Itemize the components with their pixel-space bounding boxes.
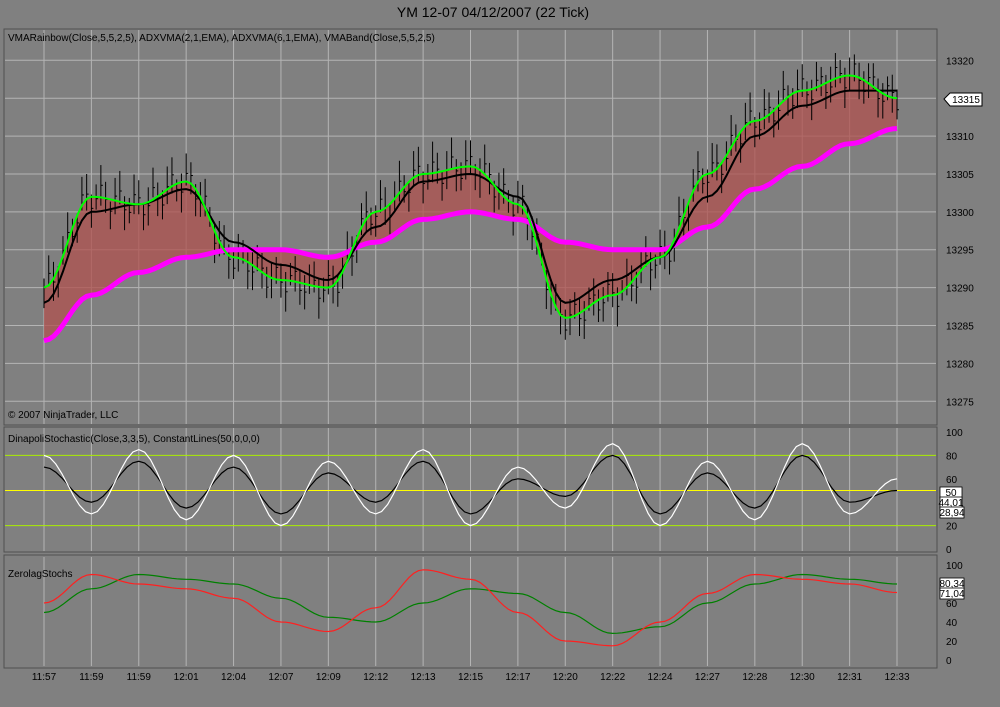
vma-rainbow-line: [43, 126, 898, 344]
price-tick-label: 13300: [946, 208, 974, 219]
time-tick-label: 12:33: [884, 672, 909, 683]
time-tick-label: 12:27: [695, 672, 720, 683]
price-tick-label: 13295: [946, 246, 974, 257]
zerolag-tags: 80,34 71,04: [939, 577, 965, 600]
stoch-tick-label: 0: [946, 545, 952, 556]
stochastic-plot: [5, 443, 936, 527]
zerolag-fast-line: [43, 569, 898, 647]
zerolag-tick-label: 60: [946, 599, 958, 610]
price-tick-label: 13275: [946, 397, 974, 408]
stoch-tick-label: 80: [946, 451, 958, 462]
zerolag-tag-slow: 71,04: [939, 589, 964, 600]
stoch-tag-d: 44,01: [938, 498, 963, 509]
zerolag-tick-label: 40: [946, 618, 958, 629]
zerolag-indicator-label: ZerolagStochs: [8, 569, 72, 580]
price-tick-label: 13290: [946, 284, 974, 295]
price-panel[interactable]: [3, 28, 938, 426]
zerolag-plot: [43, 569, 898, 647]
stoch-tag-50: 50: [945, 488, 957, 499]
price-indicator-label: VMARainbow(Close,5,5,2,5), ADXVMA(2,1,EM…: [8, 33, 435, 44]
time-tick-label: 12:31: [837, 672, 862, 683]
time-tick-label: 12:24: [648, 672, 673, 683]
stoch-tick-label: 60: [946, 475, 958, 486]
adxvma-fast-line: [43, 74, 898, 319]
price-plot: [43, 52, 899, 344]
zerolag-tick-label: 20: [946, 637, 958, 648]
last-price-tag: 13315: [943, 92, 983, 107]
time-tick-label: 12:04: [221, 672, 246, 683]
stoch-tick-label: 20: [946, 522, 958, 533]
time-tick-label: 12:09: [316, 672, 341, 683]
time-tick-label: 12:20: [553, 672, 578, 683]
time-tick-label: 11:57: [32, 672, 57, 683]
time-tick-label: 12:01: [174, 672, 199, 683]
stochastic-d-line: [43, 454, 898, 515]
adxvma-slow-line: [43, 89, 897, 304]
zerolag-panel[interactable]: [3, 554, 938, 669]
time-tick-label: 12:30: [790, 672, 815, 683]
zerolag-slow-line: [43, 573, 898, 635]
time-tick-label: 12:28: [742, 672, 767, 683]
price-tick-label: 13280: [946, 359, 974, 370]
time-tick-label: 12:22: [600, 672, 625, 683]
chart-title: YM 12-07 04/12/2007 (22 Tick): [397, 4, 589, 20]
zerolag-tick-label: 100: [946, 561, 963, 572]
time-tick-label: 12:15: [458, 672, 483, 683]
stochastic-tags: 50 44,01 28,94: [938, 486, 965, 519]
time-tick-label: 11:59: [79, 672, 104, 683]
time-tick-label: 11:59: [127, 672, 152, 683]
stoch-tag-k: 28,94: [939, 508, 964, 519]
last-price-value: 13315: [952, 95, 980, 106]
time-tick-label: 12:12: [363, 672, 388, 683]
time-tick-label: 12:17: [505, 672, 530, 683]
stochastic-panel[interactable]: [3, 426, 938, 553]
copyright-text: © 2007 NinjaTrader, LLC: [8, 410, 118, 421]
time-tick-label: 12:13: [411, 672, 436, 683]
zerolag-tag-fast: 80,34: [939, 579, 964, 590]
price-tick-label: 13305: [946, 170, 974, 181]
price-tick-label: 13310: [946, 132, 974, 143]
price-tick-label: 13320: [946, 56, 974, 67]
time-tick-label: 12:07: [268, 672, 293, 683]
stochastic-k-line: [43, 443, 898, 527]
stoch-tick-label: 100: [946, 428, 963, 439]
vma-band-fill: [44, 75, 897, 341]
stochastic-indicator-label: DinapoliStochastic(Close,3,3,5), Constan…: [8, 434, 260, 445]
zerolag-tick-label: 0: [946, 656, 952, 667]
price-tick-label: 13285: [946, 322, 974, 333]
